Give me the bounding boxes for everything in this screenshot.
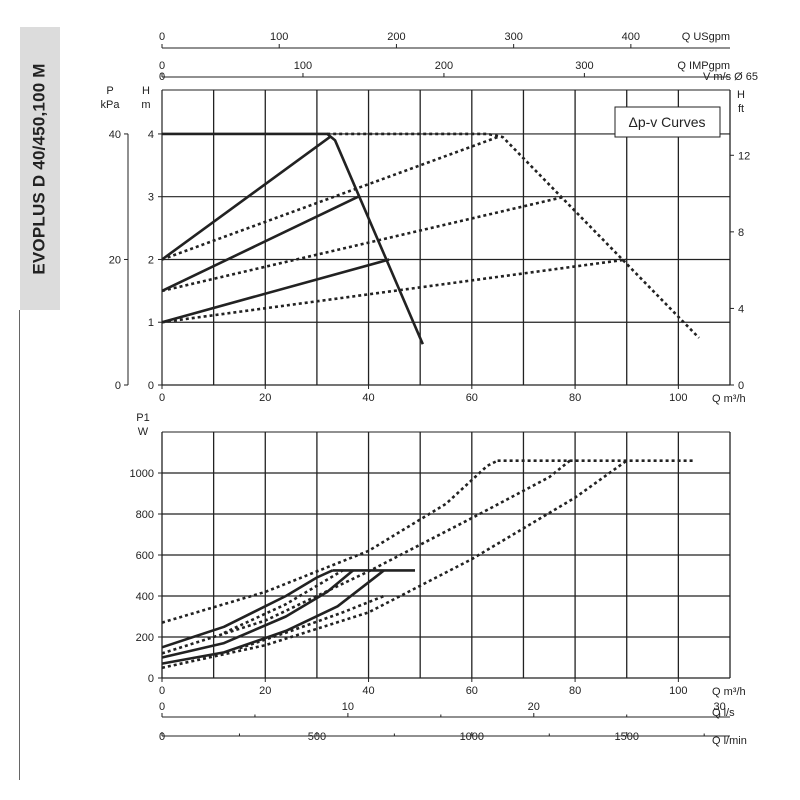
bottom-axis-tick-label: 10: [342, 701, 354, 713]
power-x-axis-label: Q m³/h: [712, 686, 746, 698]
side-title-tab: [20, 27, 60, 310]
power-curve-dashed-8: [223, 569, 344, 635]
head-curve-solid-1: [161, 136, 331, 261]
power-y-tick-label: 800: [136, 509, 154, 521]
power-curve-solid-2: [161, 569, 385, 665]
head-curve-dashed-7: [161, 258, 627, 324]
legend-box: [614, 106, 721, 138]
power-x-tick-label: 80: [569, 685, 581, 697]
power-curve-solid-0: [161, 569, 333, 649]
power-curve-dashed-5: [161, 459, 571, 655]
top-axis-tick-label: 0: [159, 60, 165, 72]
power-y-tick-label: 1000: [130, 468, 154, 480]
top-axis-tick-label: 300: [575, 60, 593, 72]
top-axis-tick-label: 200: [435, 60, 453, 72]
power-x-tick-label: 100: [669, 685, 687, 697]
top-axis-tick-label: 100: [294, 60, 312, 72]
bottom-axis-tick-label: 20: [528, 701, 540, 713]
velocity-axis-tick-label: 0: [159, 71, 165, 83]
pressure-axis-title: P: [106, 85, 113, 97]
bottom-axis-tick-label: 0: [159, 731, 165, 743]
velocity-axis-label: V m/s Ø 65: [703, 71, 758, 83]
feet-axis-tick-label: 4: [738, 303, 744, 315]
top-axis-tick-label: 100: [270, 31, 288, 43]
head-x-axis-label: Q m³/h: [712, 393, 746, 405]
power-x-tick-label: 0: [159, 685, 165, 697]
head-x-tick-label: 40: [362, 392, 374, 404]
bottom-axis-label: Q l/s: [712, 707, 735, 719]
head-y-tick-label: 3: [148, 192, 154, 204]
power-y-axis-unit: W: [138, 426, 149, 438]
power-y-tick-label: 600: [136, 550, 154, 562]
power-y-tick-label: 0: [148, 673, 154, 685]
power-y-tick-label: 200: [136, 632, 154, 644]
head-y-tick-label: 1: [148, 317, 154, 329]
pressure-axis-tick-label: 40: [109, 129, 121, 141]
power-y-axis-title: P1: [136, 412, 149, 424]
bottom-axis-tick-label: 1000: [460, 731, 484, 743]
head-curve-solid-2: [161, 195, 359, 293]
power-x-tick-label: 60: [466, 685, 478, 697]
top-axis-tick-label: 200: [387, 31, 405, 43]
page-margin-rule: [19, 310, 20, 780]
head-y-tick-label: 4: [148, 129, 154, 141]
bottom-axis-tick-label: 1500: [614, 731, 638, 743]
feet-axis-tick-label: 0: [738, 380, 744, 392]
head-x-tick-label: 20: [259, 392, 271, 404]
top-axis-tick-label: 400: [622, 31, 640, 43]
head-curve-dashed-6: [161, 195, 566, 293]
head-y-axis-title: H: [142, 85, 150, 97]
top-axis-tick-label: 300: [504, 31, 522, 43]
head-curve-dashed-4: [327, 132, 700, 339]
head-curve-dashed-5: [161, 135, 499, 261]
head-curve-solid-3: [161, 258, 390, 324]
head-chart: 0 20 40 60 80 100 Q m³/h01234Hm02040PkPa04812H…: [101, 31, 758, 405]
head-x-tick-label: 0: [159, 392, 165, 404]
power-x-tick-label: 20: [259, 685, 271, 697]
feet-axis-unit: ft: [738, 103, 744, 115]
bottom-axis-label: Q l/min: [712, 735, 747, 747]
head-y-tick-label: 0: [148, 380, 154, 392]
power-curve-solid-1: [161, 569, 354, 659]
pressure-axis-unit: kPa: [101, 99, 121, 111]
feet-axis-title: H: [737, 89, 745, 101]
pressure-axis-tick-label: 0: [115, 380, 121, 392]
bottom-axis-tick-label: 30: [714, 701, 726, 713]
head-y-axis-unit: m: [141, 99, 150, 111]
top-axis-label: Q USgpm: [682, 31, 730, 43]
power-x-tick-label: 40: [362, 685, 374, 697]
top-axis-tick-label: 0: [159, 31, 165, 43]
head-y-tick-label: 2: [148, 254, 154, 266]
head-x-tick-label: 100: [669, 392, 687, 404]
pressure-axis-tick-label: 20: [109, 254, 121, 266]
legend-label: Δp-v Curves: [628, 114, 705, 130]
bottom-axis-tick-label: 0: [159, 701, 165, 713]
feet-axis-tick-label: 12: [738, 150, 750, 162]
bottom-axis-tick-label: 500: [308, 731, 326, 743]
power-curve-dashed-6: [161, 459, 628, 670]
power-y-tick-label: 400: [136, 591, 154, 603]
head-x-tick-label: 80: [569, 392, 581, 404]
head-curve-solid-0: [162, 132, 424, 345]
top-axis-label: Q IMPgpm: [677, 60, 730, 72]
head-x-tick-label: 60: [466, 392, 478, 404]
feet-axis-tick-label: 8: [738, 227, 744, 239]
power-curve-dashed-4: [161, 459, 499, 624]
